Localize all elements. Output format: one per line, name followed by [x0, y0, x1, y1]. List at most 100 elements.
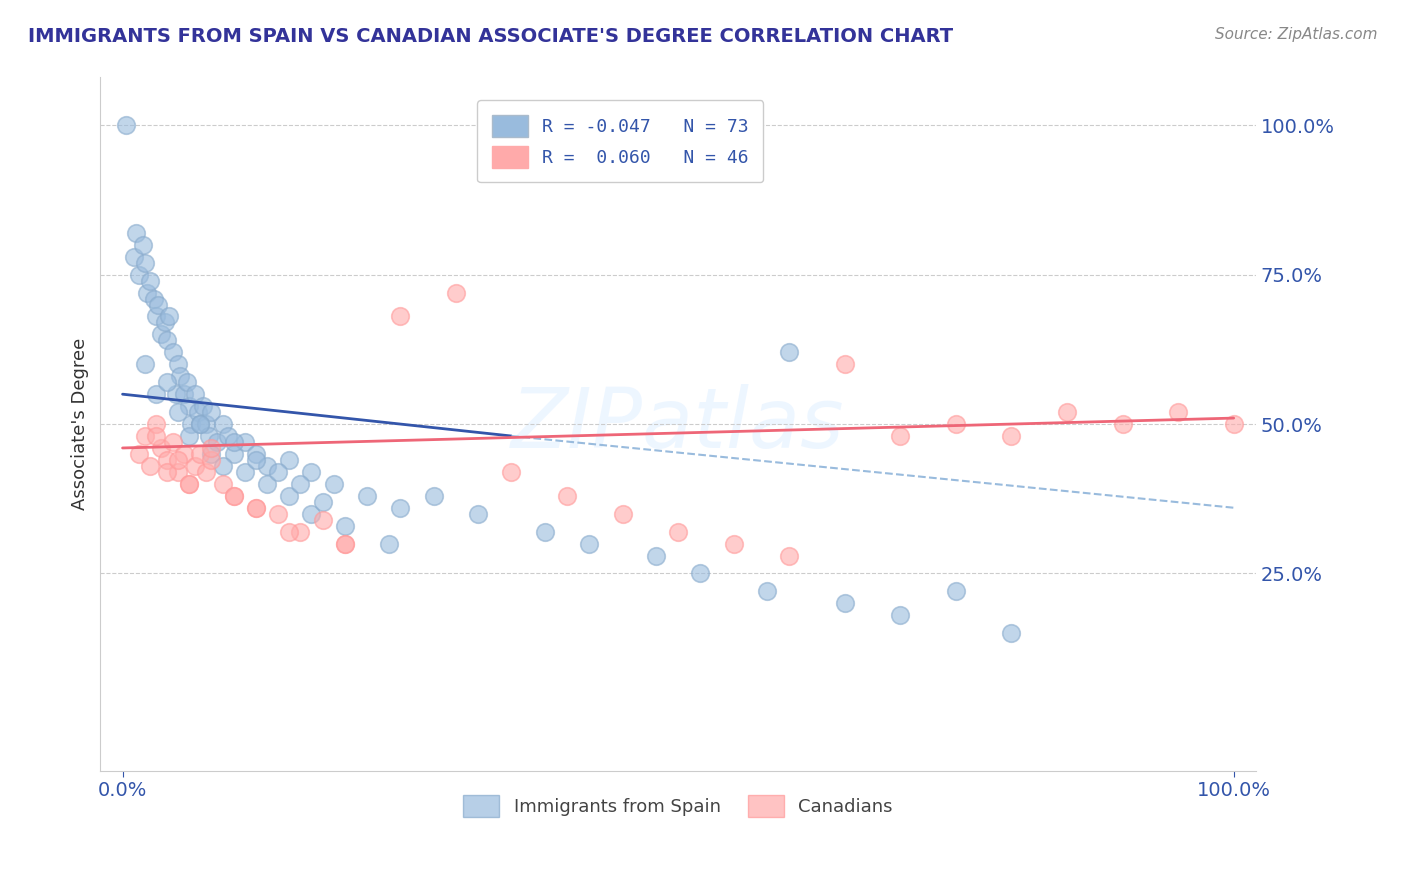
Legend: Immigrants from Spain, Canadians: Immigrants from Spain, Canadians [456, 788, 900, 824]
Point [256, 458, 278, 473]
Point [222, 489, 245, 503]
Point [198, 429, 221, 443]
Point [200, 453, 222, 467]
Point [211, 458, 233, 473]
Point [188, 417, 211, 431]
Point [422, 489, 444, 503]
Point [128, 268, 150, 282]
Point [222, 489, 245, 503]
Point [134, 256, 156, 270]
Point [322, 476, 344, 491]
Point [179, 429, 201, 443]
Point [301, 465, 323, 479]
Point [267, 465, 290, 479]
Point [211, 417, 233, 431]
Point [205, 435, 228, 450]
Point [1000, 429, 1022, 443]
Point [389, 310, 412, 324]
Point [131, 237, 153, 252]
Point [278, 524, 301, 539]
Point [389, 500, 412, 515]
Point [245, 453, 267, 467]
Point [150, 441, 173, 455]
Point [278, 489, 301, 503]
Point [146, 297, 169, 311]
Text: Source: ZipAtlas.com: Source: ZipAtlas.com [1215, 27, 1378, 42]
Point [689, 566, 711, 581]
Point [233, 435, 256, 450]
Point [1000, 626, 1022, 640]
Point [194, 417, 217, 431]
Point [645, 549, 668, 563]
Point [444, 285, 467, 300]
Point [756, 584, 779, 599]
Point [533, 524, 555, 539]
Point [267, 507, 290, 521]
Point [122, 250, 145, 264]
Point [156, 465, 179, 479]
Point [834, 596, 856, 610]
Point [333, 536, 356, 550]
Point [1056, 405, 1078, 419]
Point [217, 429, 239, 443]
Point [333, 518, 356, 533]
Point [222, 447, 245, 461]
Point [167, 453, 190, 467]
Point [173, 447, 195, 461]
Point [211, 476, 233, 491]
Point [145, 310, 167, 324]
Point [156, 453, 179, 467]
Point [176, 376, 198, 390]
Point [723, 536, 745, 550]
Point [290, 476, 312, 491]
Point [945, 417, 967, 431]
Point [184, 458, 207, 473]
Y-axis label: Associate's Degree: Associate's Degree [72, 338, 89, 510]
Point [467, 507, 489, 521]
Point [139, 458, 162, 473]
Point [778, 549, 800, 563]
Point [169, 369, 191, 384]
Point [136, 285, 159, 300]
Point [156, 376, 179, 390]
Point [125, 226, 148, 240]
Point [162, 345, 184, 359]
Point [167, 357, 190, 371]
Point [333, 536, 356, 550]
Point [945, 584, 967, 599]
Point [256, 476, 278, 491]
Point [157, 310, 180, 324]
Point [167, 465, 190, 479]
Point [179, 399, 201, 413]
Point [173, 387, 195, 401]
Point [778, 345, 800, 359]
Point [378, 536, 401, 550]
Point [245, 500, 267, 515]
Point [311, 495, 333, 509]
Point [889, 429, 911, 443]
Text: ZIPatlas: ZIPatlas [512, 384, 845, 465]
Point [666, 524, 689, 539]
Point [145, 417, 167, 431]
Point [191, 399, 214, 413]
Point [1222, 417, 1244, 431]
Point [311, 513, 333, 527]
Point [165, 387, 187, 401]
Point [180, 417, 202, 431]
Text: IMMIGRANTS FROM SPAIN VS CANADIAN ASSOCIATE'S DEGREE CORRELATION CHART: IMMIGRANTS FROM SPAIN VS CANADIAN ASSOCI… [28, 27, 953, 45]
Point [612, 507, 634, 521]
Point [179, 476, 201, 491]
Point [1167, 405, 1189, 419]
Point [245, 447, 267, 461]
Point [889, 608, 911, 623]
Point [301, 507, 323, 521]
Point [156, 334, 179, 348]
Point [245, 500, 267, 515]
Point [290, 524, 312, 539]
Point [278, 453, 301, 467]
Point [834, 357, 856, 371]
Point [501, 465, 523, 479]
Point [153, 316, 176, 330]
Point [194, 465, 217, 479]
Point [200, 441, 222, 455]
